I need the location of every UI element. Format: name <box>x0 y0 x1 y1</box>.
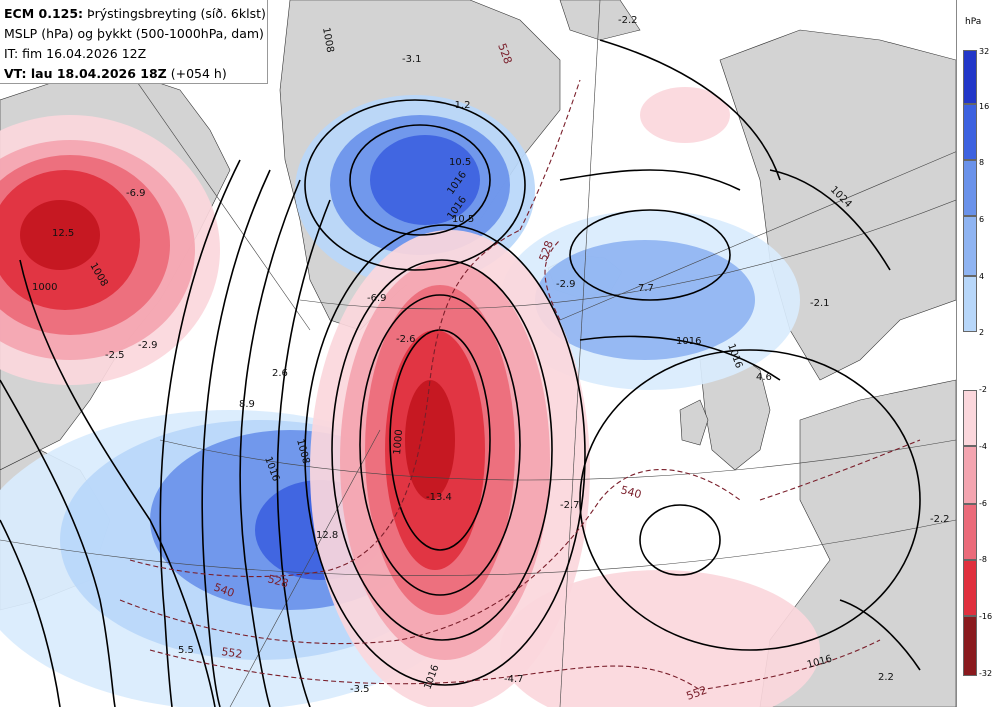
change-value-labels: -3.1 -1.2 10.5 10.5 -6.9 12.5 -2.6 -6.9 … <box>52 15 950 695</box>
legend-swatch-fall-8 <box>963 560 977 616</box>
pressure-change-value: 2.2 <box>878 672 894 683</box>
legend-swatch-rise-8 <box>963 160 977 216</box>
legend-tick: 6 <box>979 215 985 224</box>
isobar-label: 1016 <box>676 336 701 347</box>
thickness-label: 540 <box>619 483 643 501</box>
svalbard-land <box>559 0 641 41</box>
title-line-2: MSLP (hPa) og þykkt (500-1000hPa, dam) <box>4 26 264 41</box>
ireland-land <box>679 399 709 446</box>
legend-tick: -4 <box>979 442 987 451</box>
pressure-fall-west <box>20 200 100 270</box>
legend-swatch-fall-16 <box>963 616 977 676</box>
weather-map: 1008 1016 1008 1000 1008 1016 1016 1016 … <box>0 0 956 707</box>
legend-tick: -32 <box>979 669 993 678</box>
pressure-change-value: -6.9 <box>126 188 146 199</box>
isobar-layer <box>0 39 921 707</box>
isobar-label: 1000 <box>32 282 57 293</box>
pressure-change-value: -4.7 <box>504 674 524 685</box>
legend-swatch-fall-2 <box>963 390 977 446</box>
pressure-change-layer <box>0 87 820 707</box>
pressure-change-value: -2.6 <box>396 334 416 345</box>
pressure-change-value: -13.4 <box>426 492 452 503</box>
pressure-change-value: -2.7 <box>560 500 580 511</box>
pressure-change-value: -2.5 <box>105 350 125 361</box>
valid-time: VT: lau 18.04.2026 18Z <box>4 66 167 81</box>
isobar-label: 1008 <box>320 27 335 54</box>
legend-swatch-rise-32 <box>963 50 977 104</box>
pressure-change-value: 8.9 <box>239 399 255 410</box>
thickness-label: 528 <box>266 572 290 590</box>
pressure-change-value: -3.1 <box>402 54 422 65</box>
legend-tick: 16 <box>979 102 990 111</box>
pressure-change-value: -1.2 <box>451 100 471 111</box>
legend-swatch-rise-4 <box>963 276 977 332</box>
thickness-layer <box>119 79 921 691</box>
pressure-fall-central <box>405 380 455 500</box>
pressure-change-value: 10.5 <box>449 157 471 168</box>
pressure-change-value: -6.9 <box>367 293 387 304</box>
legend-tick: 32 <box>979 47 990 56</box>
legend-tick: -16 <box>979 612 993 621</box>
legend-tick: 2 <box>979 328 985 337</box>
pressure-change-value: 12.8 <box>316 530 338 541</box>
legend-swatch-rise-6 <box>963 216 977 276</box>
legend-tick: 4 <box>979 272 985 281</box>
legend-unit: hPa <box>965 17 982 27</box>
isobar-label: 1000 <box>392 429 405 455</box>
legend-swatch-rise-16 <box>963 104 977 160</box>
title-line-3: IT: fim 16.04.2026 12Z <box>4 46 147 61</box>
pressure-change-value: 2.6 <box>272 368 288 379</box>
color-legend: hPa 32 16 8 6 4 2 -2 -4 -6 -8 -16 -32 <box>956 0 1000 707</box>
pressure-change-value: -2.9 <box>138 340 158 351</box>
map-canvas: 1008 1016 1008 1000 1008 1016 1016 1016 … <box>0 0 956 707</box>
field-title: Þrýstingsbreyting (síð. 6klst) <box>87 6 266 21</box>
pressure-change-value: 10.5 <box>452 214 474 225</box>
forecast-hour: (+054 h) <box>170 66 227 81</box>
title-line-1: ECM 0.125: Þrýstingsbreyting (síð. 6klst… <box>4 4 267 24</box>
pressure-change-value: -2.9 <box>556 279 576 290</box>
legend-swatch-fall-6 <box>963 504 977 560</box>
pressure-rise-greenland <box>370 135 480 225</box>
pressure-change-value: 5.5 <box>178 645 194 656</box>
pressure-change-value: 4.6 <box>756 372 772 383</box>
pressure-change-value: -2.2 <box>930 514 950 525</box>
pressure-change-value: -2.2 <box>618 15 638 26</box>
pressure-change-value: 7.7 <box>638 283 654 294</box>
title-line-4: VT: lau 18.04.2026 18Z (+054 h) <box>4 64 267 84</box>
pressure-fall-southeast <box>500 570 820 707</box>
pressure-change-value: 12.5 <box>52 228 74 239</box>
legend-tick: -6 <box>979 499 987 508</box>
legend-tick: -2 <box>979 385 987 394</box>
pressure-fall-north <box>640 87 730 143</box>
legend-tick: -8 <box>979 555 987 564</box>
map-title-box: ECM 0.125: Þrýstingsbreyting (síð. 6klst… <box>0 0 268 84</box>
thickness-label: 552 <box>221 645 244 661</box>
legend-tick: 8 <box>979 158 985 167</box>
legend-swatch-fall-4 <box>963 446 977 504</box>
pressure-change-value: -2.1 <box>810 298 830 309</box>
model-name: ECM 0.125: <box>4 6 84 21</box>
pressure-change-value: -3.5 <box>350 684 370 695</box>
